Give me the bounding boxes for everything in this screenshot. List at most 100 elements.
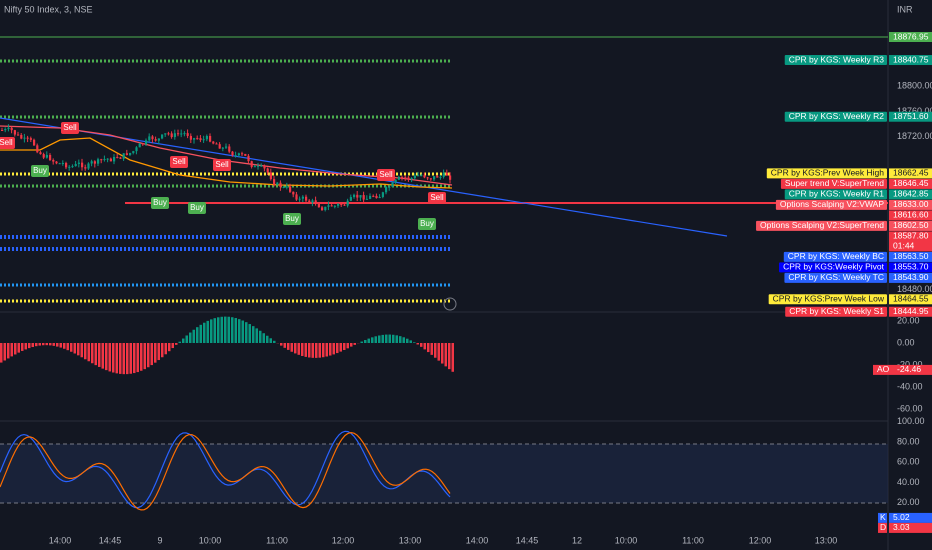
signal-box bbox=[283, 213, 301, 225]
ao-bar bbox=[112, 343, 115, 373]
price-label-box bbox=[889, 272, 932, 283]
ao-bar bbox=[234, 318, 237, 343]
indicator-label-box bbox=[779, 262, 887, 273]
candle bbox=[145, 140, 148, 145]
indicator-label-box bbox=[780, 178, 887, 189]
ao-bar bbox=[224, 316, 227, 343]
signal: Sell bbox=[379, 170, 393, 179]
candle bbox=[29, 138, 32, 140]
price-label-box bbox=[889, 168, 932, 179]
ao-bar bbox=[451, 343, 454, 372]
candle bbox=[228, 146, 231, 152]
ao-bar bbox=[364, 340, 367, 343]
candle bbox=[250, 161, 253, 167]
ao-bar bbox=[178, 341, 181, 343]
signal-box bbox=[151, 197, 169, 209]
candle bbox=[413, 175, 416, 179]
currency: INR bbox=[897, 4, 913, 14]
ao-bar bbox=[388, 334, 391, 343]
countdown: 01:44 bbox=[893, 241, 915, 251]
stoch-tick: 40.00 bbox=[897, 477, 920, 487]
ao-bar bbox=[437, 343, 440, 361]
ao-bar bbox=[420, 343, 423, 347]
time-tick: 12 bbox=[572, 535, 582, 545]
indicator-label: Options Scalping V2:VWAP bbox=[780, 199, 884, 209]
ao-bar bbox=[31, 343, 34, 348]
price-tick: 18800.00 bbox=[897, 80, 932, 90]
stoch-value-box bbox=[889, 512, 932, 523]
signal: Sell bbox=[0, 138, 13, 147]
ao-bar bbox=[42, 343, 45, 346]
ao-bar bbox=[350, 343, 353, 347]
candle bbox=[401, 177, 404, 179]
ao-bar bbox=[168, 343, 171, 352]
stoch-tick: 100.00 bbox=[897, 416, 925, 426]
candle bbox=[93, 161, 96, 164]
ao-bar bbox=[10, 343, 13, 357]
ao-bar bbox=[353, 343, 356, 345]
signal: Buy bbox=[190, 203, 204, 212]
time-tick: 14:00 bbox=[49, 535, 72, 545]
ao-bar bbox=[381, 334, 384, 343]
time-tick: 10:00 bbox=[615, 535, 638, 545]
candle bbox=[189, 135, 192, 140]
candle bbox=[353, 194, 356, 198]
ao-bar bbox=[52, 343, 55, 346]
ao-bar bbox=[98, 343, 101, 367]
time-tick: 12:00 bbox=[749, 535, 772, 545]
ao-bar bbox=[294, 343, 297, 354]
ao-bar bbox=[105, 343, 108, 371]
candle bbox=[436, 176, 439, 178]
candle bbox=[61, 163, 64, 165]
stoch-value: 5.02 bbox=[893, 512, 910, 522]
ao-tick: 20.00 bbox=[897, 315, 920, 325]
ao-bar bbox=[91, 343, 94, 364]
price-label: 18662.45 bbox=[893, 168, 929, 178]
ao-bar bbox=[203, 322, 206, 343]
candle bbox=[7, 127, 10, 130]
icon[interactable] bbox=[443, 297, 457, 311]
candle bbox=[231, 151, 234, 156]
stoch-name: D bbox=[880, 522, 886, 532]
ao-tick: 0.00 bbox=[897, 337, 915, 347]
candle bbox=[330, 205, 333, 207]
ao-bar bbox=[413, 342, 416, 343]
ao-bar bbox=[241, 320, 244, 343]
indicator-label: CPR by KGS: Weekly R3 bbox=[789, 54, 885, 64]
time-tick: 13:00 bbox=[815, 535, 838, 545]
ao-bar bbox=[262, 333, 265, 343]
candle bbox=[356, 194, 359, 198]
ao-bar bbox=[185, 335, 188, 343]
candle bbox=[385, 187, 388, 193]
ao-bar bbox=[136, 343, 139, 373]
stoch-d bbox=[0, 431, 451, 511]
candle bbox=[199, 138, 202, 141]
candle bbox=[167, 133, 170, 135]
indicator-label-box bbox=[785, 306, 887, 317]
candle bbox=[369, 195, 372, 199]
ao-bar bbox=[252, 326, 255, 343]
candle bbox=[100, 159, 103, 161]
candle bbox=[42, 154, 45, 158]
price-tick: 18480.00 bbox=[897, 284, 932, 294]
price-label: 18876.95 bbox=[893, 31, 929, 41]
candle bbox=[221, 147, 224, 149]
ao-bar bbox=[150, 343, 153, 366]
candle bbox=[282, 186, 285, 188]
candle bbox=[362, 195, 365, 200]
ao-bar bbox=[297, 343, 300, 355]
signal: Sell bbox=[172, 157, 186, 166]
ao-bar bbox=[122, 343, 125, 375]
ao-bar bbox=[444, 343, 447, 367]
ao-bar bbox=[199, 324, 202, 343]
candle bbox=[429, 178, 432, 180]
price-label-box bbox=[889, 251, 932, 262]
ao-bar bbox=[108, 343, 111, 372]
price-label: 18616.60 bbox=[893, 210, 929, 220]
candle bbox=[365, 198, 368, 200]
ao-bar bbox=[448, 343, 451, 370]
candle bbox=[212, 141, 215, 144]
candle bbox=[13, 130, 16, 135]
candle bbox=[372, 195, 375, 197]
time-tick: 14:45 bbox=[516, 535, 539, 545]
